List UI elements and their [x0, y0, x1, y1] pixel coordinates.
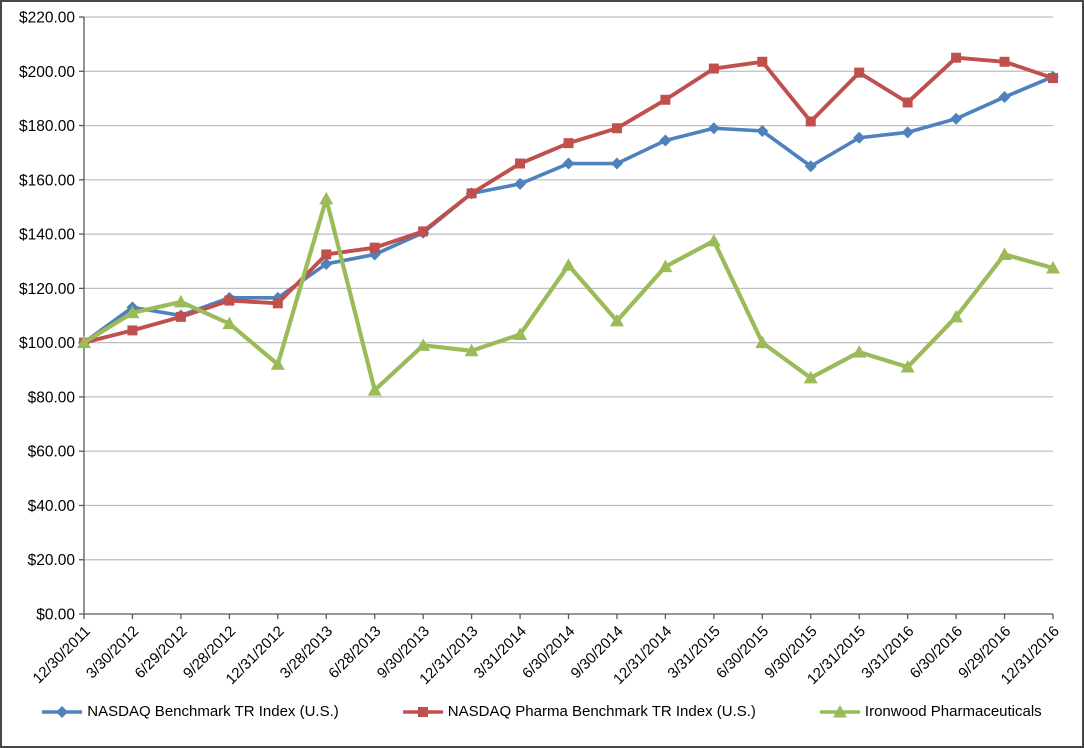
- legend-item-nasdaq-pharma-benchmark: NASDAQ Pharma Benchmark TR Index (U.S.): [402, 703, 756, 720]
- y-axis-tick-label: $20.00: [28, 552, 76, 569]
- y-axis-tick-label: $220.00: [19, 10, 75, 27]
- y-axis-tick-label: $0.00: [36, 607, 75, 624]
- legend-item-nasdaq-benchmark: NASDAQ Benchmark TR Index (U.S.): [42, 703, 339, 720]
- chart-legend: NASDAQ Benchmark TR Index (U.S.) NASDAQ …: [2, 703, 1082, 720]
- y-axis-tick-label: $120.00: [19, 281, 75, 298]
- y-axis-tick-label: $140.00: [19, 227, 75, 244]
- x-axis-tick-label: 12/30/2011: [30, 623, 94, 687]
- y-axis-tick-label: $40.00: [28, 498, 76, 515]
- gridlines: [84, 16, 1053, 561]
- y-axis-tick-label: $60.00: [28, 444, 76, 461]
- y-axis-tick-label: $80.00: [28, 389, 76, 406]
- x-axis-labels: 12/30/20113/30/20126/29/20129/28/201212/…: [30, 623, 1063, 688]
- legend-label: Ironwood Pharmaceuticals: [864, 703, 1042, 720]
- series-triangle: [77, 191, 1060, 396]
- series-square: [79, 52, 1058, 348]
- axes: [79, 16, 1054, 619]
- legend-label: NASDAQ Benchmark TR Index (U.S.): [87, 703, 339, 720]
- y-axis-tick-label: $160.00: [19, 172, 75, 189]
- series-diamond: [78, 70, 1059, 349]
- y-axis-labels: $0.00 $20.00 $40.00 $60.00 $80.00 $100.00 $120…: [19, 10, 75, 624]
- legend-label: NASDAQ Pharma Benchmark TR Index (U.S.): [447, 703, 756, 720]
- legend-square-marker-icon: [402, 705, 443, 719]
- y-axis-tick-label: $180.00: [19, 118, 75, 135]
- y-axis-tick-label: $100.00: [19, 335, 75, 352]
- y-axis-tick-label: $200.00: [19, 64, 75, 81]
- legend-triangle-marker-icon: [819, 704, 860, 719]
- legend-diamond-marker-icon: [42, 705, 83, 719]
- legend-item-ironwood: Ironwood Pharmaceuticals: [819, 703, 1042, 720]
